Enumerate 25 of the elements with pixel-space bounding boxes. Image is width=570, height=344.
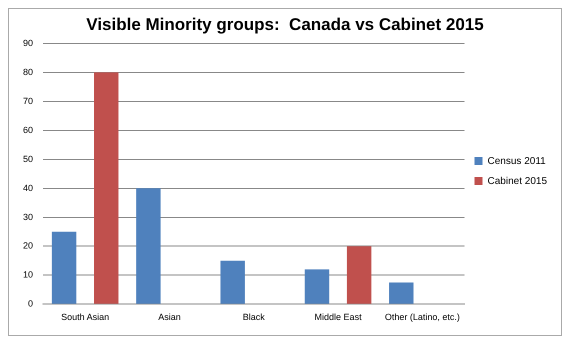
bar (136, 188, 161, 304)
y-tick-label: 60 (22, 124, 34, 135)
y-tick-label: 20 (22, 240, 34, 251)
bar (346, 246, 372, 304)
y-tick-label: 40 (22, 182, 34, 193)
y-tick-label: 90 (22, 38, 34, 48)
y-tick-label: 10 (22, 270, 34, 280)
legend-label: Cabinet 2015 (488, 176, 548, 187)
y-tick-label: 0 (28, 298, 34, 309)
bar (94, 72, 118, 304)
x-tick-label: Other (Latino, etc.) (384, 312, 460, 322)
y-tick-label: 80 (22, 66, 34, 77)
x-tick-label: South Asian (61, 312, 110, 322)
chart-title: Visible Minority groups: Canada vs Cabinet 2015 (86, 14, 484, 34)
legend-label: Census 2011 (488, 156, 546, 167)
y-tick-label: 50 (22, 154, 34, 164)
bar (304, 269, 330, 304)
bar (52, 232, 76, 304)
y-tick-label: 70 (22, 96, 34, 106)
x-tick-label: Asian (158, 312, 181, 322)
y-tick-label: 30 (22, 212, 34, 222)
bar (220, 260, 245, 304)
bar (389, 282, 414, 304)
x-tick-label: Black (242, 312, 266, 322)
x-tick-label: Middle East (314, 312, 362, 322)
